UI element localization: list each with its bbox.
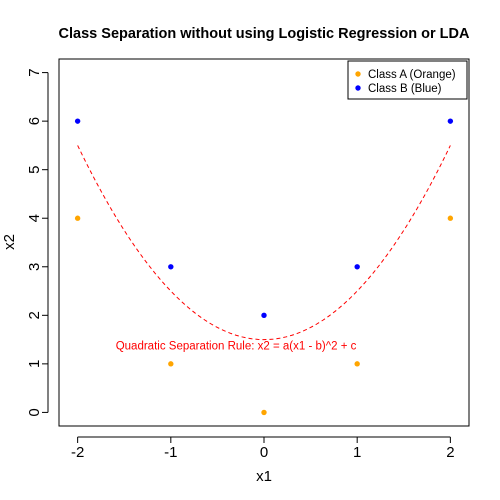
legend-marker-class-a <box>355 71 361 77</box>
class-b-point <box>354 264 360 270</box>
class-a-point <box>261 409 267 416</box>
class-a-point <box>74 215 81 221</box>
chart-title: Class Separation without using Logistic … <box>59 26 470 42</box>
y-tick-label: 0 <box>26 408 43 416</box>
plot-area: -2 -1 0 1 2 0 1 2 3 4 5 6 7 Quadratic Separation Rule… <box>26 58 470 461</box>
y-tick-label: 2 <box>26 311 43 319</box>
class-b-point <box>74 118 81 124</box>
legend-box <box>347 60 468 100</box>
legend-label-class-b: Class B (Blue) <box>368 83 442 95</box>
class-a-point <box>447 215 454 221</box>
x-tick-label: 0 <box>260 444 268 461</box>
x-tick-label: 2 <box>446 444 454 461</box>
y-tick-label: 7 <box>26 68 43 76</box>
y-axis-label: x2 <box>1 234 18 250</box>
y-tick-label: 1 <box>26 360 43 368</box>
y-tick-label: 4 <box>26 214 43 222</box>
legend-label-class-a: Class A (Orange) <box>368 69 456 81</box>
annotation-text: Quadratic Separation Rule: x2 = a(x1 - b… <box>116 340 357 352</box>
legend-marker-class-b <box>355 85 361 91</box>
separation-curve <box>77 145 451 341</box>
class-b-point <box>447 118 454 124</box>
y-tick-label: 3 <box>26 263 43 271</box>
y-tick-label: 6 <box>26 117 43 125</box>
x-tick-label: 1 <box>353 444 361 461</box>
x-axis-label: x1 <box>256 468 272 485</box>
plot-frame <box>58 58 470 427</box>
x-tick-label: -2 <box>71 444 84 461</box>
class-b-point <box>168 264 174 270</box>
class-a-point <box>168 361 174 367</box>
class-a-point <box>354 361 360 367</box>
class-b-point <box>261 312 267 319</box>
y-tick-label: 5 <box>26 166 43 174</box>
x-tick-label: -1 <box>164 444 177 461</box>
